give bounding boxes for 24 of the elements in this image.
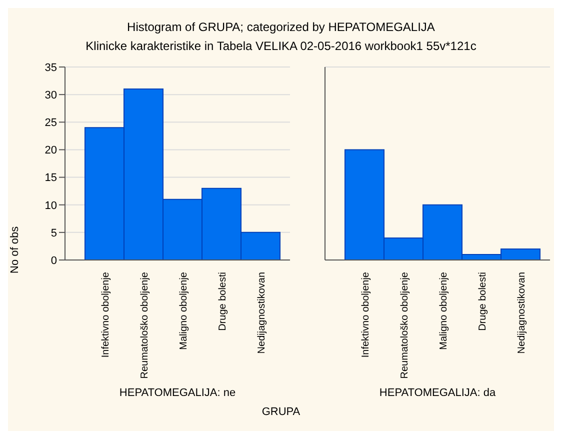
x-tick-label: Maligno oboljenje xyxy=(438,272,450,350)
x-tick-label: Nedijagnostikovan xyxy=(516,272,528,354)
x-tick-label: Druge bolesti xyxy=(218,272,228,331)
x-tick-label: Nedijagnostikovan xyxy=(256,272,268,354)
y-tick-label: 30 xyxy=(44,89,57,102)
y-tick-label: 5 xyxy=(50,227,57,240)
x-tick-label: Reumatološko oboljenje xyxy=(400,272,410,379)
x-tick-label: Reumatološko oboljenje xyxy=(140,272,150,379)
y-tick-label: 25 xyxy=(44,117,57,130)
x-tick-label: Infektivno oboljenje xyxy=(100,272,112,358)
x-tick-label: Maligno oboljenje xyxy=(178,272,190,350)
y-tick-label: 35 xyxy=(44,62,57,74)
y-tick-label: 15 xyxy=(44,172,57,184)
y-tick-label: 20 xyxy=(44,144,57,157)
y-tick-label: 10 xyxy=(44,200,57,212)
y-tick-label: 0 xyxy=(50,254,57,267)
y-axis-title: No of obs xyxy=(8,226,21,274)
x-axis-title: HEPATOMEGALIJA: ne xyxy=(119,387,236,399)
chart-subtitle: Klinicke karakteristike in Tabela VELIKA 02-05-2016 workbook1 55v*121c xyxy=(84,39,478,53)
x-tick-label: Infektivno oboljenje xyxy=(360,272,372,358)
x-axis-title: HEPATOMEGALIJA: da xyxy=(379,387,496,399)
x-tick-label: Druge bolesti xyxy=(478,272,488,331)
chart-title: Histogram of GRUPA; categorized by HEPATOMEGALIJA xyxy=(126,20,436,34)
text: GRUPA xyxy=(260,406,302,418)
